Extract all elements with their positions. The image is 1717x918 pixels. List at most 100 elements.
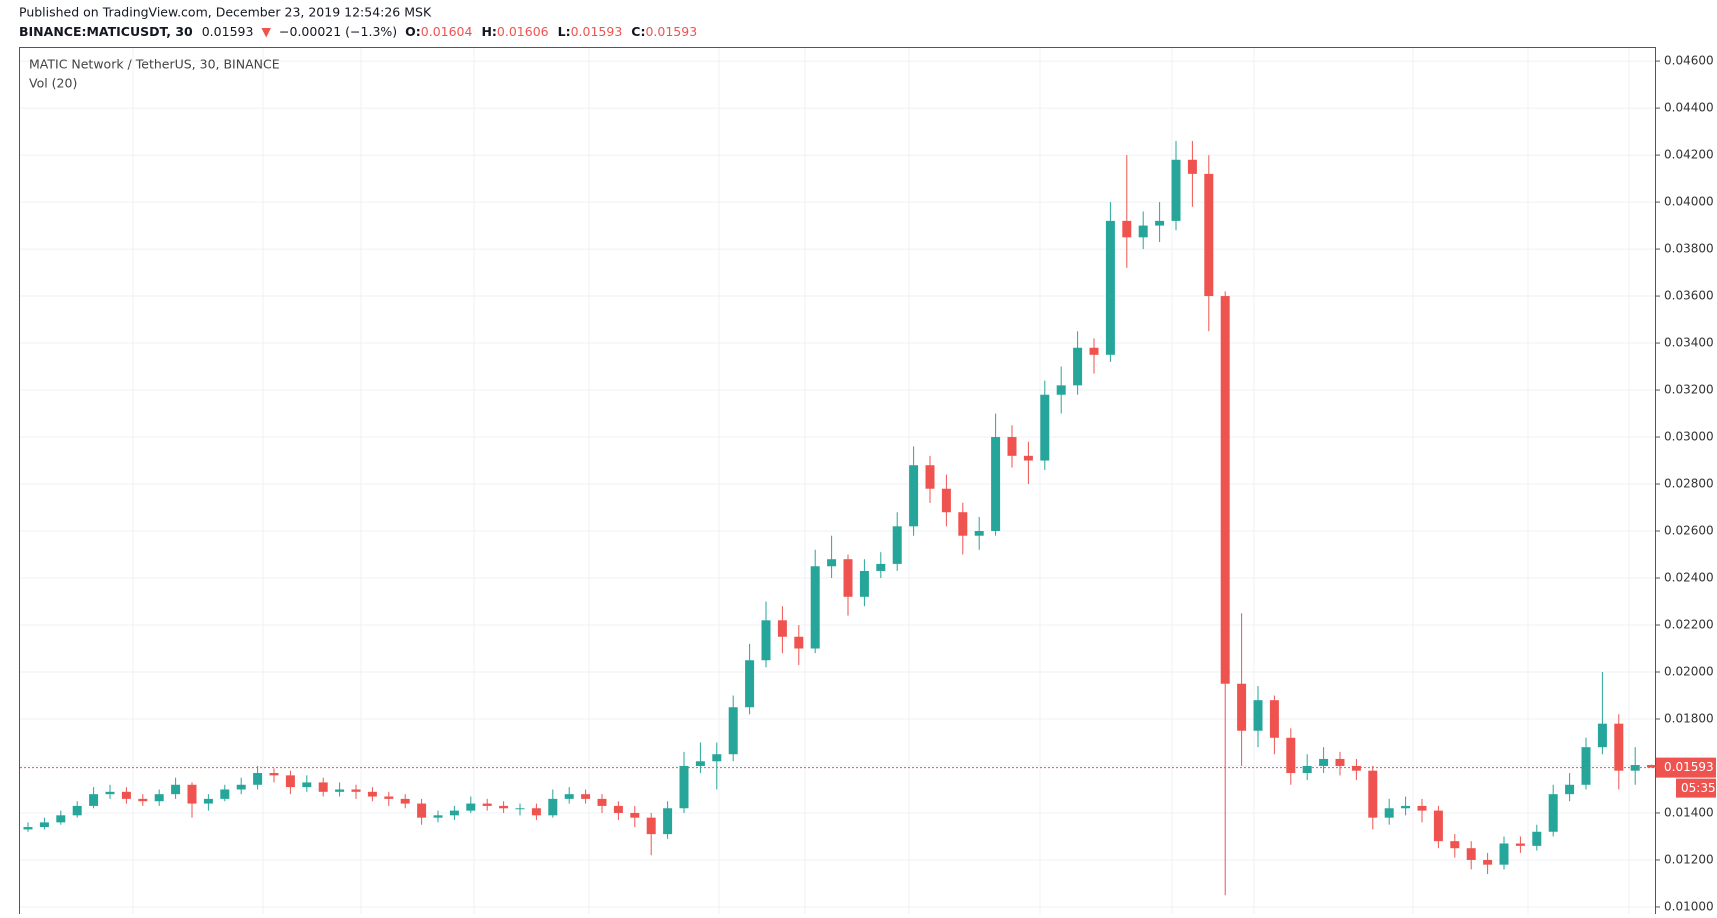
candle-body	[794, 636, 804, 649]
candle-body	[1450, 841, 1460, 849]
candle-body	[712, 754, 722, 762]
ohlc-value: 0.01606	[497, 24, 549, 39]
candle-body	[335, 789, 345, 792]
candle-body	[1023, 455, 1033, 461]
candle-body	[23, 827, 33, 830]
candle-body	[351, 789, 361, 792]
candle-body	[1384, 808, 1394, 818]
candle-body	[39, 822, 49, 828]
candle-body	[679, 765, 689, 809]
candle-body	[695, 761, 705, 766]
candle-body	[1351, 765, 1361, 771]
candle-body	[1056, 385, 1066, 395]
candle-body	[1515, 843, 1525, 846]
candle-body	[269, 773, 279, 776]
candle-body	[433, 815, 443, 818]
candle-body	[56, 815, 66, 823]
ohlc-label: H:	[481, 24, 496, 39]
candle-body	[1138, 225, 1148, 238]
candle-body	[89, 794, 99, 806]
y-tick-label: 0.01200	[1664, 852, 1714, 866]
candle-body	[1417, 805, 1427, 811]
candle-body	[499, 805, 509, 809]
y-tick-label: 0.04600	[1664, 54, 1714, 68]
price-tag-label: 0.01593	[1664, 760, 1714, 774]
candle-body	[1466, 848, 1476, 860]
candle-body	[154, 794, 164, 802]
candle-body	[417, 803, 427, 818]
price-tag	[1656, 757, 1716, 778]
y-tick-label: 0.03000	[1664, 430, 1714, 444]
candle-body	[1007, 437, 1017, 456]
candle-body	[72, 805, 82, 816]
y-tick-label: 0.02000	[1664, 664, 1714, 678]
arrow: ▼	[261, 24, 271, 39]
candle-body	[302, 782, 312, 788]
candle-body	[909, 465, 919, 527]
y-tick-label: 0.01400	[1664, 805, 1714, 819]
candle-body	[105, 791, 115, 795]
candle-body	[285, 775, 295, 788]
candle-body	[1204, 173, 1214, 297]
ohlc-value: 0.01593	[645, 24, 697, 39]
symbol: BINANCE:MATICUSDT, 30	[19, 24, 193, 39]
candle-body	[1614, 723, 1624, 771]
candle-body	[253, 773, 263, 785]
candle-body	[597, 798, 607, 806]
candle-body	[859, 570, 869, 597]
candle-body	[613, 805, 623, 813]
y-tick-label: 0.02600	[1664, 524, 1714, 538]
ohlc-label: L:	[558, 24, 571, 39]
candle-body	[630, 812, 640, 818]
candle-body	[728, 707, 738, 755]
candle-body	[941, 488, 951, 513]
candle-body	[1171, 159, 1181, 221]
candle-body	[318, 782, 328, 792]
candle-body	[466, 803, 476, 811]
candle-body	[449, 810, 459, 816]
y-tick-label: 0.02200	[1664, 618, 1714, 632]
candle-body	[892, 526, 902, 564]
candle-body	[1548, 794, 1558, 832]
candle-body	[1073, 347, 1083, 386]
candle-body	[531, 808, 541, 816]
candle-body	[1368, 770, 1378, 818]
y-tick-label: 0.01000	[1664, 899, 1714, 913]
candle-body	[1269, 700, 1279, 738]
candle-body	[1122, 220, 1132, 238]
y-tick-label: 0.04200	[1664, 148, 1714, 162]
candle-body	[827, 559, 837, 567]
y-tick-label: 0.02400	[1664, 571, 1714, 585]
candle-body	[1581, 747, 1591, 785]
candle-body	[515, 808, 525, 810]
y-tick-label: 0.02800	[1664, 477, 1714, 491]
candle-body	[1187, 159, 1197, 174]
ohlc-line: BINANCE:MATICUSDT, 30 0.01593 ▼ −0.00021…	[19, 24, 697, 39]
price: 0.01593	[202, 24, 254, 39]
candle-body	[958, 512, 968, 536]
candle-body	[991, 437, 1001, 532]
candle-body	[581, 794, 591, 799]
candle-body	[1089, 347, 1099, 355]
change: −0.00021 (−1.3%)	[279, 24, 397, 39]
candle-body	[1220, 296, 1230, 684]
y-tick-label: 0.03400	[1664, 336, 1714, 350]
candle-body	[564, 794, 574, 799]
y-tick-label: 0.03600	[1664, 289, 1714, 303]
candle-body	[1433, 810, 1443, 842]
plot-frame	[19, 47, 1656, 918]
candle-body	[745, 660, 755, 708]
candle-body	[1040, 394, 1050, 461]
candle-body	[761, 620, 771, 661]
candle-body	[384, 796, 394, 799]
candle-body	[1565, 784, 1575, 795]
candle-body	[187, 784, 197, 804]
candle-body	[482, 803, 492, 806]
candle-body	[974, 531, 984, 536]
ohlc-value: 0.01604	[421, 24, 473, 39]
candle-body	[843, 559, 853, 597]
candle-body	[663, 808, 673, 835]
candle-body	[1630, 765, 1640, 771]
candle-body	[1597, 723, 1607, 748]
